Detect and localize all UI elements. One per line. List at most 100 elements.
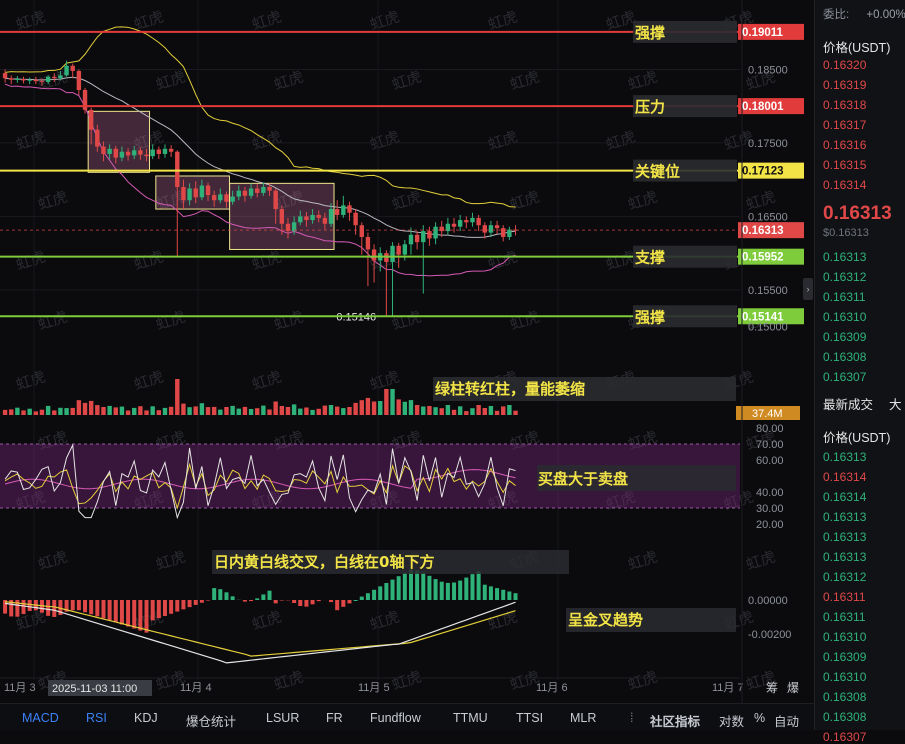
price-tick: 0.15500 — [748, 285, 788, 297]
candle-body — [138, 150, 142, 154]
mid-price-usd: $0.16313 — [823, 227, 869, 239]
candle-body — [194, 188, 198, 197]
macd-histogram-bar — [108, 600, 112, 620]
macd-histogram-bar — [391, 580, 395, 600]
trade-price: 0.16308 — [823, 710, 866, 724]
volume-bar — [89, 401, 93, 415]
ask-price[interactable]: 0.16316 — [823, 138, 866, 152]
volume-bar — [206, 407, 210, 415]
candle-body — [464, 220, 468, 222]
percent-scale-toggle[interactable]: % — [754, 711, 765, 725]
candle-body — [415, 235, 419, 242]
macd-histogram-bar — [292, 600, 296, 603]
candle-body — [3, 73, 7, 78]
candle-body — [120, 152, 124, 158]
auto-scale-toggle[interactable]: 自动 — [774, 711, 799, 730]
candle-body — [34, 80, 38, 81]
ask-price[interactable]: 0.16314 — [823, 178, 866, 192]
macd-histogram-bar — [317, 600, 321, 601]
candle-body — [181, 187, 185, 200]
trade-price: 0.16314 — [823, 490, 866, 504]
tab-mlr[interactable]: MLR — [570, 711, 596, 725]
macd-annotation: 日内黄白线交叉，白线在0轴下方 — [214, 553, 434, 571]
panel-toggle-handle[interactable]: › — [803, 278, 813, 300]
indicator-tab-bar: MACD RSI KDJ 爆仓统计 LSUR FR Fundflow TTMU TTSI MLR 社… — [0, 703, 814, 731]
volume-bar — [46, 406, 50, 415]
volume-bar — [40, 410, 44, 415]
macd-histogram-bar — [514, 593, 518, 600]
ask-price[interactable]: 0.16318 — [823, 98, 866, 112]
volume-bar — [230, 406, 234, 415]
ask-price[interactable]: 0.16320 — [823, 58, 866, 72]
candle-body — [495, 225, 499, 228]
bid-price[interactable]: 0.16312 — [823, 270, 866, 284]
candle-body — [230, 197, 234, 202]
volume-bar — [483, 408, 487, 415]
bid-price[interactable]: 0.16311 — [823, 290, 866, 304]
macd-histogram-bar — [415, 570, 419, 600]
bid-price[interactable]: 0.16310 — [823, 310, 866, 324]
bid-price[interactable]: 0.16313 — [823, 250, 866, 264]
macd-histogram-bar — [335, 600, 339, 610]
macd-histogram-bar — [46, 600, 50, 616]
candle-body — [169, 149, 173, 152]
volume-bar — [513, 411, 517, 415]
tab-fr[interactable]: FR — [326, 711, 343, 725]
volume-bar — [495, 411, 499, 415]
tab-ttmu[interactable]: TTMU — [453, 711, 488, 725]
volume-bar — [261, 406, 265, 415]
volume-bar — [310, 410, 314, 415]
tab-fundflow[interactable]: Fundflow — [370, 711, 421, 725]
candle-body — [280, 209, 284, 224]
candle-body — [187, 188, 191, 200]
candle-body — [489, 225, 493, 232]
trades-title[interactable]: 最新成交大 — [823, 394, 902, 413]
macd-histogram-bar — [89, 600, 93, 614]
candle-body — [46, 77, 50, 82]
macd-histogram-bar — [495, 588, 499, 600]
candle-body — [341, 205, 345, 215]
bid-price[interactable]: 0.16309 — [823, 330, 866, 344]
volume-bar — [255, 408, 259, 415]
volume-bar — [464, 411, 468, 415]
candle-body — [323, 218, 327, 224]
candle-body — [40, 81, 44, 82]
tab-rsi[interactable]: RSI — [86, 711, 107, 725]
time-tick: 11月 6 — [536, 682, 568, 694]
volume-bar — [267, 410, 271, 416]
volume-bar — [427, 406, 431, 415]
tab-lsur[interactable]: LSUR — [266, 711, 299, 725]
macd-histogram-bar — [114, 600, 118, 622]
tab-ttsi[interactable]: TTSI — [516, 711, 543, 725]
volume-bar — [323, 406, 327, 415]
volume-bar — [150, 406, 154, 415]
price-tick: 0.15000 — [748, 322, 788, 334]
candle-body — [452, 224, 456, 227]
ask-price[interactable]: 0.16317 — [823, 118, 866, 132]
bid-price[interactable]: 0.16307 — [823, 370, 866, 384]
chart-area[interactable]: 虹虎虹虎虹虎虹虎虹虎虹虎虹虎虹虎虹虎虹虎虹虎虹虎虹虎虹虎虹虎虹虎虹虎虹虎虹虎虹虎… — [0, 0, 814, 703]
volume-bar — [304, 408, 308, 416]
tab-macd[interactable]: MACD — [22, 711, 59, 725]
macd-histogram-bar — [224, 592, 228, 600]
volume-bar — [21, 410, 25, 415]
more-indicators-icon[interactable]: ⁞ — [630, 711, 633, 725]
rsi-annotation: 买盘大于卖盘 — [538, 470, 628, 488]
candle-body — [15, 79, 19, 80]
tab-kdj[interactable]: KDJ — [134, 711, 158, 725]
tab-爆仓统计[interactable]: 爆仓统计 — [186, 711, 236, 730]
trade-price: 0.16313 — [823, 550, 866, 564]
ask-price[interactable]: 0.16319 — [823, 78, 866, 92]
trade-price: 0.16311 — [823, 610, 866, 624]
log-scale-toggle[interactable]: 对数 — [719, 711, 744, 730]
candle-body — [114, 149, 118, 158]
volume-bar — [433, 407, 437, 415]
community-indicators-button[interactable]: 社区指标 — [650, 711, 700, 730]
ask-price[interactable]: 0.16315 — [823, 158, 866, 172]
bid-price[interactable]: 0.16308 — [823, 350, 866, 364]
macd-histogram-bar — [163, 600, 167, 616]
order-ratio-label: 委比: — [823, 9, 849, 21]
volume-bar — [335, 407, 339, 415]
level-label: 强撑 — [635, 308, 665, 326]
macd-histogram-bar — [298, 600, 302, 606]
